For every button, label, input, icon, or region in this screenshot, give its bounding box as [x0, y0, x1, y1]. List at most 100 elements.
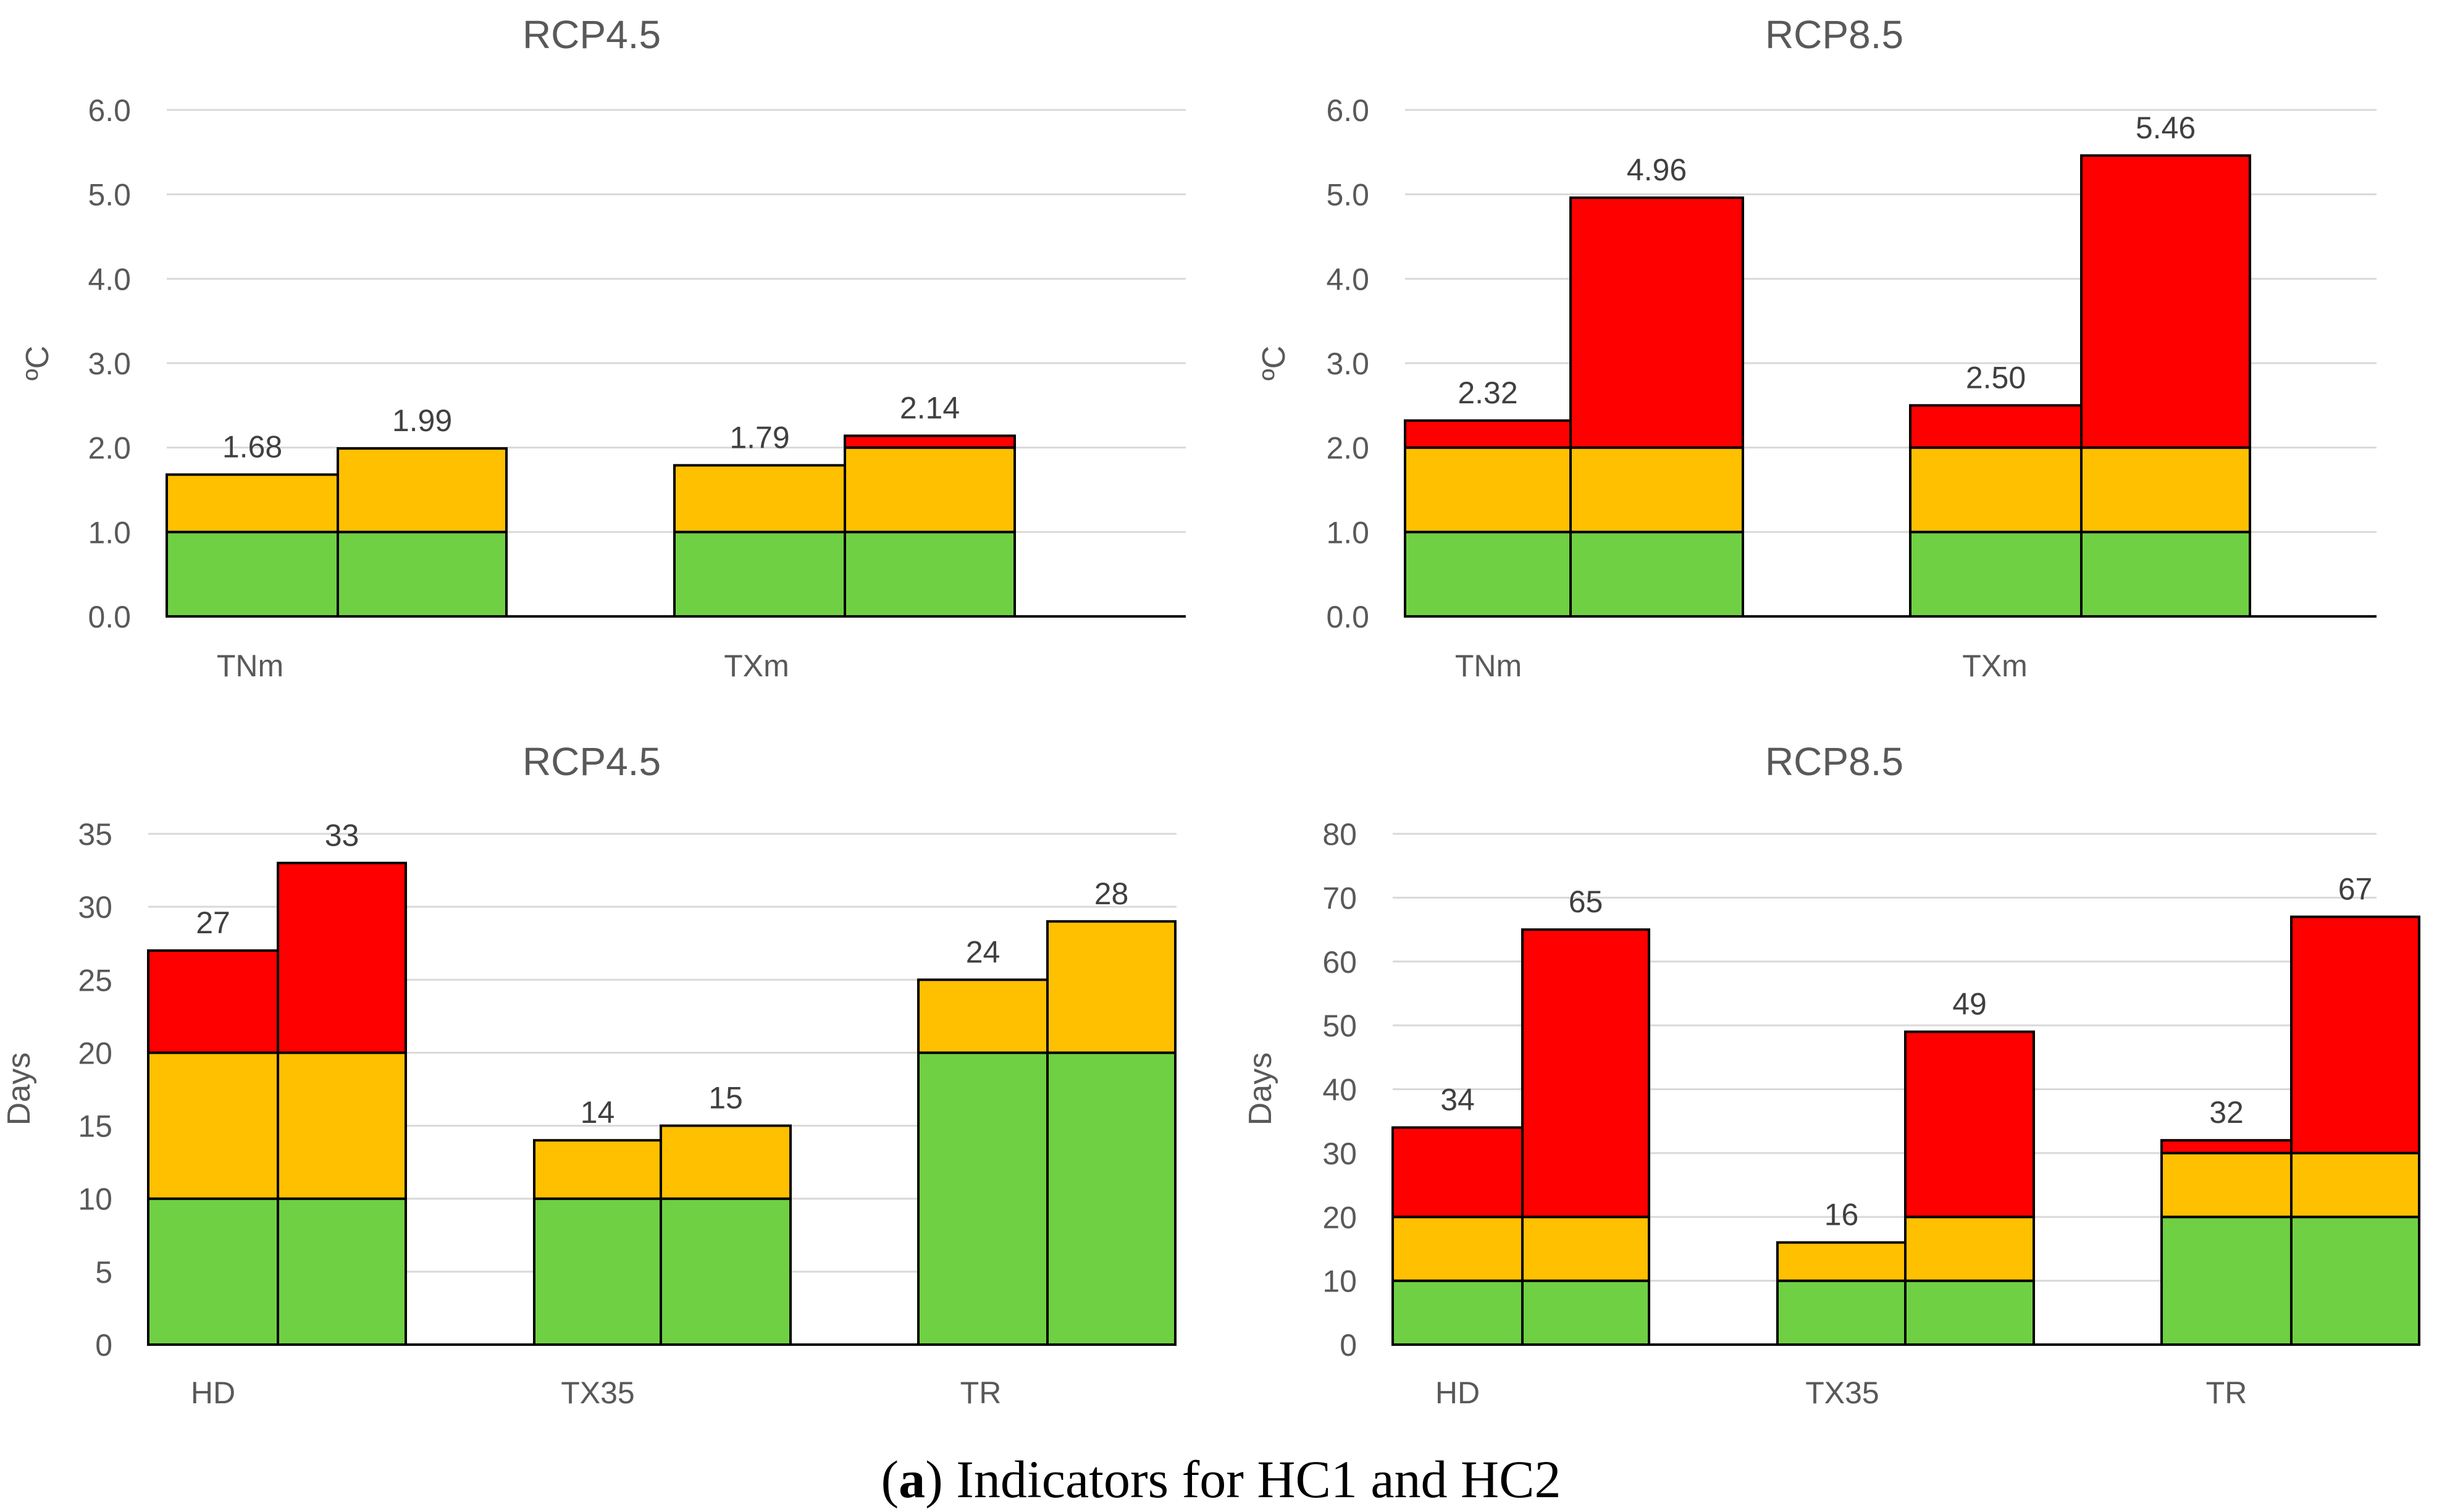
data-label: 14 [581, 1095, 615, 1130]
y-tick-label: 40 [1322, 1073, 1357, 1107]
y-tick-label: 20 [1322, 1200, 1357, 1235]
bar-segment-amber [917, 978, 1049, 1054]
bar-segment-amber [1904, 1216, 2035, 1282]
bar-segment-green [660, 1197, 792, 1346]
y-tick-label: 5.0 [1326, 178, 1369, 212]
y-tick-label: 10 [78, 1182, 112, 1217]
bar-segment-green [2290, 1216, 2420, 1346]
x-tick-label: HD [1435, 1376, 1480, 1410]
bar-segment-amber [166, 473, 339, 534]
y-tick-label: 3.0 [88, 346, 131, 381]
data-label: 27 [196, 905, 230, 940]
y-tick-label: 50 [1322, 1009, 1357, 1043]
x-tick-label: TX35 [1805, 1376, 1879, 1410]
bar-segment-green [533, 1197, 662, 1346]
data-label: 1.68 [222, 429, 282, 464]
bar-segment-amber [844, 446, 1016, 534]
data-label: 49 [1952, 986, 1987, 1021]
bar-segment-green [2160, 1216, 2293, 1346]
bar-segment-amber [1569, 446, 1744, 534]
y-tick-label: 0.0 [88, 600, 131, 634]
bar-segment-green [1521, 1279, 1650, 1346]
bar-segment-amber [1521, 1216, 1650, 1282]
bar-segment-green [2080, 531, 2251, 618]
bar-segment-amber [2290, 1151, 2420, 1219]
chart-panel-4: RCP8.5 Days 0 10 20 30 40 50 60 70 80 34 65 16 49 32 67 H… [1243, 739, 2420, 1410]
y-tick-label: 25 [78, 963, 112, 998]
y-tick-label: 5.0 [88, 178, 131, 212]
y-tick-label: 2.0 [1326, 431, 1369, 466]
bar-segment-green [166, 531, 339, 618]
chart-title: RCP4.5 [522, 739, 661, 784]
y-tick-label: 60 [1322, 945, 1357, 980]
bar-segment-green [1776, 1279, 1907, 1346]
x-tick-label: HD [191, 1376, 235, 1410]
data-label: 2.32 [1458, 376, 1517, 410]
y-axis-label: ºC [20, 346, 56, 381]
x-tick-label: TNm [1455, 649, 1522, 683]
bar-segment-red [1521, 928, 1650, 1219]
bar-segment-green [1569, 531, 1744, 618]
bar-segment-green [1391, 1279, 1524, 1346]
bar-segment-amber [1391, 1216, 1524, 1282]
y-tick-label: 0 [95, 1328, 112, 1363]
data-label: 2.14 [900, 391, 960, 426]
figure-caption: (a) Indicators for HC1 and HC2 [881, 1450, 1561, 1509]
bar-segment-amber [1776, 1241, 1907, 1282]
bar-segment-red [2160, 1139, 2293, 1154]
chart-panel-3: RCP4.5 Days 0 5 10 15 20 25 30 35 27 33 14 15 24 28 HD TX… [1, 739, 1177, 1410]
bar-segment-amber [2160, 1151, 2293, 1219]
data-label: 1.99 [392, 403, 452, 438]
y-tick-label: 2.0 [88, 431, 131, 466]
bar-segment-green [1904, 1279, 2035, 1346]
bar-segment-red [277, 862, 407, 1054]
bar-segment-red [1391, 1126, 1524, 1219]
y-tick-label: 4.0 [88, 262, 131, 296]
bar-segment-red [147, 949, 279, 1054]
bar-segment-green [917, 1051, 1049, 1346]
chart-title: RCP4.5 [522, 12, 661, 57]
bar-segment-amber [1909, 446, 2083, 534]
bar-segment-red [2290, 915, 2420, 1154]
data-label: 5.46 [2136, 111, 2196, 145]
y-tick-label: 20 [78, 1036, 112, 1070]
chart-panel-1: RCP4.5 ºC 0.0 1.0 2.0 3.0 4.0 5.0 6.0 1.68 1.99 1.7… [20, 12, 1186, 683]
chart-panel-2: RCP8.5 ºC 0.0 1.0 2.0 3.0 4.0 5.0 6.0 2.32 4.96 2.5… [1256, 12, 2377, 683]
bar-segment-amber [2080, 446, 2251, 534]
data-label: 65 [1569, 884, 1603, 919]
data-label: 67 [2338, 872, 2373, 906]
bar-segment-green [277, 1197, 407, 1346]
bar-segment-red [1909, 404, 2083, 449]
bar-segment-amber [1404, 446, 1572, 534]
x-tick-label: TXm [1962, 649, 2028, 683]
data-label: 24 [966, 934, 1001, 969]
y-tick-label: 0.0 [1326, 600, 1369, 634]
chart-title: RCP8.5 [1765, 12, 1903, 57]
x-tick-label: TXm [724, 649, 789, 683]
y-tick-label: 5 [95, 1255, 112, 1290]
bar-segment-green [1909, 531, 2083, 618]
x-tick-label: TNm [217, 649, 283, 683]
x-tick-label: TR [2206, 1376, 2247, 1410]
bar-segment-amber [533, 1139, 662, 1200]
bar-segment-red [1904, 1030, 2035, 1219]
bar-segment-amber [337, 447, 508, 534]
y-tick-label: 30 [78, 890, 112, 925]
bar-segment-amber [673, 464, 846, 534]
data-label: 2.50 [1966, 360, 2026, 395]
y-tick-label: 15 [78, 1109, 112, 1144]
data-label: 28 [1094, 876, 1129, 911]
y-tick-label: 1.0 [88, 515, 131, 550]
bar-segment-red [1569, 196, 1744, 449]
x-tick-label: TR [960, 1376, 1002, 1410]
y-axis-label: ºC [1256, 346, 1292, 381]
bar-segment-green [337, 531, 508, 618]
bar-segment-red [844, 434, 1016, 449]
y-tick-label: 70 [1322, 881, 1357, 915]
data-label: 32 [2209, 1095, 2244, 1130]
bar-segment-green [1404, 531, 1572, 618]
data-label: 16 [1824, 1198, 1859, 1232]
y-tick-label: 80 [1322, 817, 1357, 852]
data-label: 34 [1440, 1083, 1475, 1117]
